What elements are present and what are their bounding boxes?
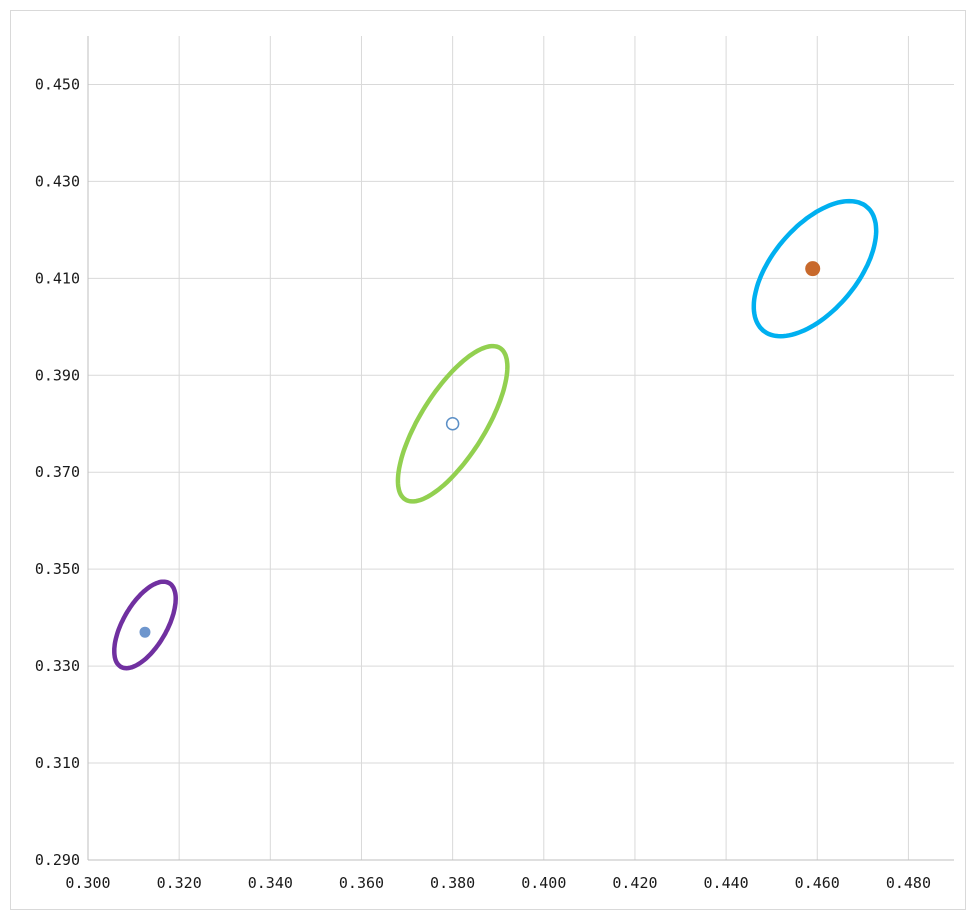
y-tick-label: 0.430 (35, 172, 80, 190)
y-tick-label: 0.450 (35, 75, 80, 93)
chart-frame (10, 10, 966, 910)
confidence-ellipse (751, 198, 879, 339)
confidence-ellipse (112, 579, 178, 671)
x-tick-label: 0.420 (612, 874, 657, 892)
y-tick-label: 0.390 (35, 366, 80, 384)
x-tick-label: 0.340 (248, 874, 293, 892)
x-tick-label: 0.300 (65, 874, 110, 892)
grid-lines (88, 36, 954, 860)
data-point (445, 417, 460, 431)
data-points (139, 261, 821, 638)
y-tick-label: 0.290 (35, 851, 80, 869)
y-tick-label: 0.350 (35, 560, 80, 578)
x-tick-label: 0.380 (430, 874, 475, 892)
y-tick-label: 0.330 (35, 657, 80, 675)
y-tick-label: 0.410 (35, 269, 80, 287)
x-tick-label: 0.440 (704, 874, 749, 892)
confidence-ellipse (395, 343, 510, 504)
data-point (139, 626, 151, 638)
y-tick-label: 0.370 (35, 463, 80, 481)
y-tick-label: 0.310 (35, 754, 80, 772)
confidence-ellipses (112, 198, 879, 671)
x-axis-tick-labels: 0.300 0.320 0.340 0.360 0.380 0.400 0.420 0.440… (65, 874, 931, 892)
x-tick-label: 0.320 (157, 874, 202, 892)
x-tick-label: 0.360 (339, 874, 384, 892)
data-point (805, 261, 821, 277)
x-tick-label: 0.400 (521, 874, 566, 892)
x-tick-label: 0.460 (795, 874, 840, 892)
axes (87, 36, 954, 861)
x-tick-label: 0.480 (886, 874, 931, 892)
y-axis-tick-labels: 0.290 0.310 0.330 0.350 0.370 0.390 0.410 0.430… (35, 75, 80, 869)
